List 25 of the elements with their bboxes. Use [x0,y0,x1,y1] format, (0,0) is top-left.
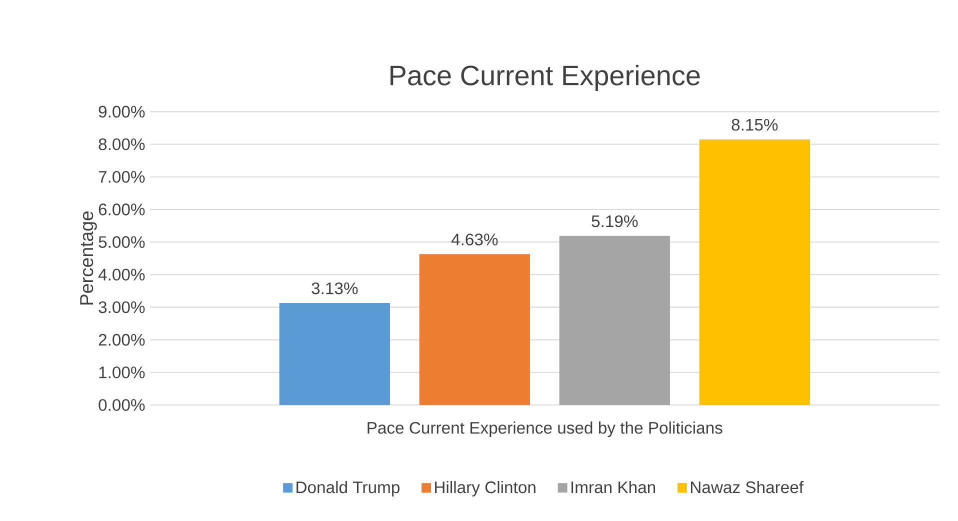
y-tick-label: 5.00% [98,236,145,248]
y-tick-label: 4.00% [98,268,145,281]
y-tick-label: 7.00% [98,170,145,183]
y-tick-label: 8.00% [98,138,145,150]
legend-label: Imran Khan [572,480,656,494]
data-label: 4.63% [451,234,498,246]
y-tick-label: 9.00% [98,106,145,118]
y-tick-label: 3.00% [98,301,145,314]
y-tick-label: 0.00% [98,399,145,411]
legend-label: Donald Trump [296,480,400,497]
chart-title: Pace Current Experience [390,64,700,91]
bar [419,254,530,405]
legend-label: Hillary Clinton [435,480,536,497]
data-label: 3.13% [312,282,358,294]
y-axis-title: Percentage [80,211,97,305]
bar [699,139,810,405]
x-axis-title: Pace Current Experience used by the Politicians [368,422,722,438]
bar [559,236,670,405]
data-label: 8.15% [732,118,778,131]
data-label: 5.19% [592,215,638,228]
y-tick-label: 6.00% [98,204,145,216]
y-tick-label: 2.00% [98,334,145,346]
bar [279,302,390,405]
y-tick-label: 1.00% [99,366,145,378]
legend-label: Nawaz Shareef [690,480,804,494]
